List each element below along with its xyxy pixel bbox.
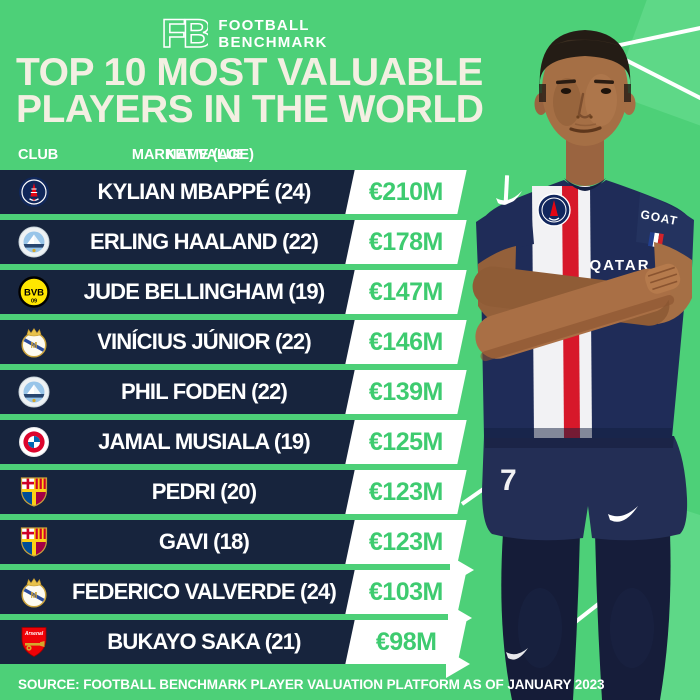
ranking-table: KYLIAN MBAPPÉ (24) €210M ERLING HAALAND … [0,170,480,670]
club-crest-barcelona-icon [20,477,48,507]
club-crest-psg-icon [19,177,49,207]
svg-text:FB: FB [162,12,208,56]
column-header-value: MARKET VALUE [131,147,246,163]
title-line1: TOP 10 MOST VALUABLE [16,51,483,94]
market-value: €123M [369,477,443,506]
table-column-headers: CLUB NAME (AGE) MARKET VALUE [0,147,480,165]
market-value: €139M [369,377,443,406]
row-bar [0,370,370,414]
table-row: GAVI (18) €123M [0,520,480,564]
market-value: €98M [375,627,437,656]
player-name: VINÍCIUS JÚNIOR (22) [97,329,312,354]
table-row: KYLIAN MBAPPÉ (24) €210M [0,170,480,214]
row-bar [0,570,370,614]
table-row: ERLING HAALAND (22) €178M [0,220,480,264]
table-row: JAMAL MUSIALA (19) €125M [0,420,480,464]
club-crest-barcelona-icon [20,527,48,557]
club-crest-real-madrid-icon: M [21,327,47,358]
market-value: €147M [369,277,443,306]
shorts-number: 7 [500,464,517,497]
svg-text:BVB: BVB [24,288,44,299]
market-value: €123M [369,527,443,556]
market-value: €103M [369,577,443,606]
brand-line2: BENCHMARK [218,34,328,51]
row-bar [0,270,370,314]
football-benchmark-logo-icon: FB [162,12,208,56]
column-header-club: CLUB [18,147,59,163]
market-value-pill: €147M [345,270,467,314]
market-value-pill: €123M [345,470,467,514]
table-row: Arsenal BUKAYO SAKA (21) €98M [0,620,480,664]
market-value-pill: €178M [345,220,467,264]
table-row: BVB 09 JUDE BELLINGHAM (19) €147M [0,270,480,314]
player-name: JAMAL MUSIALA (19) [98,429,311,454]
club-crest-dortmund-icon: BVB 09 [18,276,50,308]
market-value-pill: €103M [345,570,467,614]
brand-header: FB FOOTBALL BENCHMARK [0,12,490,56]
brand-line1: FOOTBALL [218,17,310,34]
source-note: SOURCE: FOOTBALL BENCHMARK PLAYER VALUAT… [18,677,605,692]
player-name: GAVI (18) [158,529,250,554]
club-crest-real-madrid-icon: M [21,577,47,608]
player-photo-kylian-mbappe: 7 QATAR [472,30,694,700]
table-row: M VINÍCIUS JÚNIOR (22) €146M [0,320,480,364]
club-crest-man-city-icon [18,376,50,408]
player-name: JUDE BELLINGHAM (19) [83,279,325,304]
player-name: ERLING HAALAND (22) [89,229,319,254]
column-header-name: NAME (AGE) [166,147,254,163]
club-crest-arsenal-icon: Arsenal [21,627,47,657]
market-value: €125M [369,427,443,456]
title-line2: PLAYERS IN THE WORLD [16,88,484,131]
market-value: €146M [369,327,443,356]
player-name: FEDERICO VALVERDE (24) [72,579,337,604]
row-bar [0,420,370,464]
player-name: PEDRI (20) [151,479,257,504]
kit-sponsor-text: QATAR [589,257,650,274]
svg-text:M: M [31,591,38,600]
market-value-pill: €123M [345,520,467,564]
row-bar [0,470,370,514]
market-value-pill: €98M [345,620,467,664]
market-value-pill: €139M [345,370,467,414]
club-crest-bayern-icon [19,427,49,457]
table-row: PEDRI (20) €123M [0,470,480,514]
svg-text:09: 09 [31,299,37,305]
row-bar [0,320,370,364]
svg-text:M: M [31,341,38,350]
table-row: PHIL FODEN (22) €139M [0,370,480,414]
table-row: M FEDERICO VALVERDE (24) €103M [0,570,480,614]
page-title: TOP 10 MOST VALUABLE PLAYERS IN THE WORL… [16,51,484,131]
row-bar [0,170,370,214]
club-crest-man-city-icon [18,226,50,258]
market-value: €210M [369,177,443,206]
market-value-pill: €210M [345,170,467,214]
market-value-pill: €125M [345,420,467,464]
player-name: BUKAYO SAKA (21) [107,629,301,654]
row-bar [0,220,370,264]
row-bar [0,520,370,564]
kit-crest [537,193,571,227]
brand-name: FOOTBALL BENCHMARK [218,17,327,51]
player-name: KYLIAN MBAPPÉ (24) [97,179,312,204]
market-value: €178M [369,227,443,256]
row-bar [0,620,370,664]
market-value-pill: €146M [345,320,467,364]
svg-text:Arsenal: Arsenal [24,631,44,637]
player-name: PHIL FODEN (22) [120,379,288,404]
hand [645,263,681,294]
